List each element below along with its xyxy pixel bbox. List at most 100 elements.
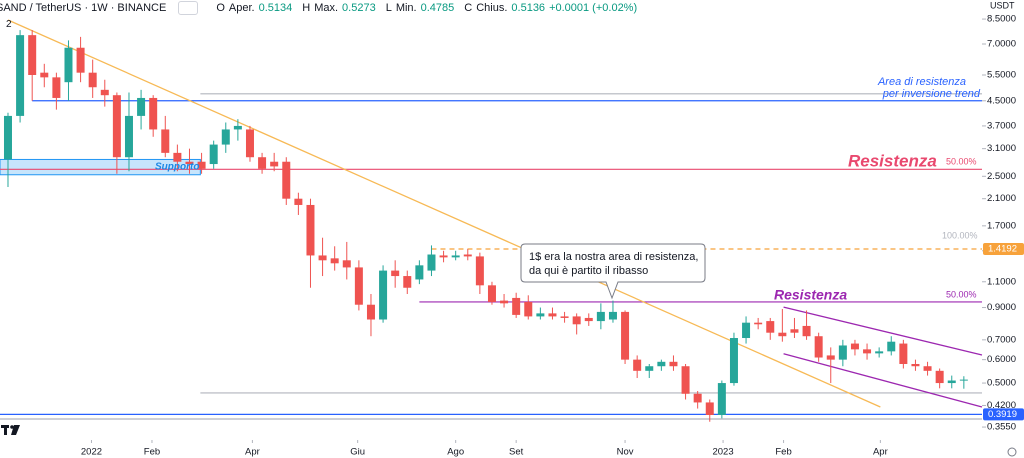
x-tick-label: Apr bbox=[873, 447, 888, 458]
candle-body bbox=[76, 47, 85, 73]
candle-body bbox=[330, 258, 339, 264]
candle-body bbox=[778, 332, 787, 337]
pane-badge[interactable]: 2 bbox=[6, 19, 12, 30]
trendline bbox=[783, 306, 983, 356]
candle-body bbox=[717, 383, 726, 415]
x-tick-label: 2023 bbox=[712, 447, 733, 458]
area-label: per inversione trend bbox=[882, 88, 981, 100]
candle-body bbox=[161, 129, 170, 153]
candle-body bbox=[947, 380, 956, 384]
candle-body bbox=[354, 267, 363, 305]
trendline bbox=[783, 353, 983, 408]
candle-body bbox=[137, 97, 146, 116]
candle-body bbox=[645, 366, 654, 371]
candle-body bbox=[3, 115, 12, 160]
candle-body bbox=[197, 161, 206, 169]
price-marker bbox=[983, 408, 1024, 421]
y-tick-label: 2.5000 bbox=[987, 171, 1016, 182]
candle-body bbox=[270, 161, 279, 167]
field-name: Min. bbox=[395, 2, 417, 14]
candle-body bbox=[524, 301, 533, 317]
x-tick-label: 2022 bbox=[81, 447, 102, 458]
candle-body bbox=[88, 72, 97, 88]
trendline bbox=[7, 19, 881, 408]
field-name: Chius. bbox=[476, 2, 508, 14]
symbol: SAND / TetherUS · 1W · BINANCE bbox=[0, 2, 167, 14]
candle-body bbox=[282, 161, 291, 199]
candle-body bbox=[814, 336, 823, 358]
candle-body bbox=[258, 157, 267, 169]
candle-body bbox=[342, 260, 351, 268]
candle-body bbox=[705, 402, 714, 415]
field-value: 0.5136 bbox=[511, 2, 546, 14]
candle-body bbox=[306, 204, 315, 256]
candle-body bbox=[124, 115, 133, 158]
candle-body bbox=[149, 97, 158, 130]
candle-body bbox=[536, 313, 545, 317]
y-tick-label: 0.5000 bbox=[987, 378, 1016, 389]
candle-body bbox=[40, 72, 49, 78]
field-key: O bbox=[216, 2, 225, 14]
candle-body bbox=[463, 254, 472, 257]
candle-body bbox=[173, 152, 182, 162]
candle-body bbox=[548, 313, 557, 317]
y-tick-label: 3.1000 bbox=[987, 143, 1016, 154]
y-tick-label: 0.3550 bbox=[987, 422, 1016, 433]
candle-body bbox=[959, 379, 968, 381]
candle-body bbox=[608, 311, 617, 320]
y-tick-label: 7.0000 bbox=[987, 39, 1016, 50]
candle-body bbox=[875, 351, 884, 354]
resistance-label: Resistenza bbox=[848, 151, 937, 170]
candle-body bbox=[911, 363, 920, 367]
support-label: Supporto bbox=[155, 162, 199, 173]
currency-label: USDT bbox=[990, 0, 1015, 10]
candle-body bbox=[596, 311, 605, 322]
candle-body bbox=[52, 77, 61, 98]
x-tick-label: Feb bbox=[775, 447, 791, 458]
x-tick-label: Nov bbox=[617, 447, 634, 458]
candle-body bbox=[935, 370, 944, 384]
candle-body bbox=[487, 285, 496, 302]
candle-body bbox=[391, 270, 400, 277]
field-key: H bbox=[302, 2, 311, 14]
candle-body bbox=[923, 366, 932, 371]
field-name: Aper. bbox=[228, 2, 255, 14]
candle-body bbox=[221, 129, 230, 145]
change: +0.0001 (+0.02%) bbox=[549, 2, 638, 14]
candle-body bbox=[451, 255, 460, 258]
candle-body bbox=[318, 255, 327, 261]
y-tick-label: 5.5000 bbox=[987, 70, 1016, 81]
y-tick-label: 0.7000 bbox=[987, 334, 1016, 345]
fib-label: 50.00% bbox=[946, 156, 977, 166]
settings-icon[interactable] bbox=[1007, 447, 1017, 457]
candle-body bbox=[633, 359, 642, 371]
field-value: 0.5134 bbox=[258, 2, 293, 14]
candle-body bbox=[112, 95, 121, 158]
resistance-label: Resistenza bbox=[774, 287, 847, 303]
y-tick-label: 0.9000 bbox=[987, 302, 1016, 313]
candle-body bbox=[403, 276, 412, 288]
x-tick-label: Ago bbox=[447, 447, 464, 458]
field-key: C bbox=[464, 2, 473, 14]
candle-body bbox=[100, 89, 109, 96]
candle-body bbox=[790, 329, 799, 333]
field-name: Max. bbox=[314, 2, 339, 14]
candle-body bbox=[887, 341, 896, 352]
candle-body bbox=[512, 297, 521, 315]
candle-body bbox=[863, 349, 872, 354]
candle-body bbox=[560, 316, 569, 318]
y-tick-label: 0.6000 bbox=[987, 354, 1016, 365]
candle-body bbox=[415, 265, 424, 280]
candle-body bbox=[742, 322, 751, 339]
candle-body bbox=[669, 361, 678, 367]
y-tick-label: 1.1000 bbox=[987, 276, 1016, 287]
tv-logo bbox=[1, 425, 20, 435]
y-tick-label: 3.7000 bbox=[987, 120, 1016, 131]
fib-label: 50.00% bbox=[946, 289, 977, 299]
visibility-toggle[interactable] bbox=[178, 1, 199, 15]
candle-body bbox=[729, 338, 738, 384]
candle-body bbox=[681, 366, 690, 394]
field-value: 0.4785 bbox=[420, 2, 455, 14]
area-label: Area di resistenza bbox=[877, 76, 966, 88]
